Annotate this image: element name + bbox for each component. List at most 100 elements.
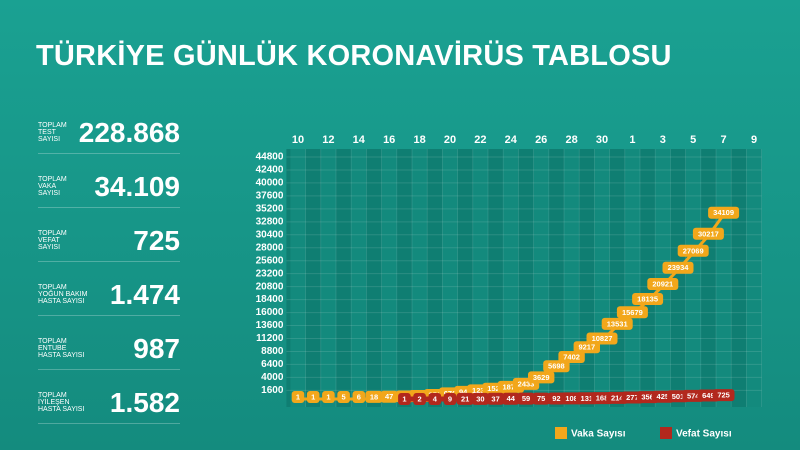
stat-row: TOPLAM ENTUBE HASTA SAYISI 987 <box>38 316 180 370</box>
data-label: 30217 <box>698 229 719 238</box>
x-tick-label: 26 <box>535 134 547 146</box>
stat-label-line: HASTA SAYISI <box>38 406 85 413</box>
legend-label: Vefat Sayısı <box>676 429 732 440</box>
data-label: 214 <box>611 393 624 402</box>
y-tick-label: 20800 <box>256 281 284 292</box>
data-point <box>337 390 350 403</box>
x-tick-label: 24 <box>505 134 518 146</box>
data-point <box>532 392 550 405</box>
y-tick-label: 18400 <box>256 294 284 305</box>
data-label: 27069 <box>683 246 704 255</box>
data-point <box>471 392 489 405</box>
data-point <box>662 261 694 274</box>
stat-label-line: TEST <box>38 129 56 136</box>
data-point <box>677 244 709 257</box>
data-label: 59 <box>522 394 530 403</box>
data-label: 108 <box>565 394 578 403</box>
stat-label-line: VAKA <box>38 183 57 190</box>
data-label: 425 <box>657 392 670 401</box>
stat-value: 34.109 <box>94 171 180 202</box>
stat-label-line: TOPLAM <box>38 338 67 345</box>
stat-row: TOPLAM VAKA SAYISI 34.109 <box>38 154 180 208</box>
data-point <box>502 392 520 405</box>
stat-value: 725 <box>133 225 180 256</box>
data-label: 649 <box>702 391 715 400</box>
column-stripe <box>685 149 701 407</box>
stat-label-line: SAYISI <box>38 190 61 197</box>
stat-row: TOPLAM VEFAT SAYISI 725 <box>38 208 180 262</box>
y-tick-label: 23200 <box>256 268 284 279</box>
stat-label: TOPLAM İYİLEŞEN HASTA SAYISI <box>38 392 84 413</box>
data-point <box>632 293 664 306</box>
data-label: 5 <box>342 392 346 401</box>
data-label: 44 <box>507 394 516 403</box>
stat-value: 987 <box>133 333 180 364</box>
stat-label: TOPLAM VAKA SAYISI <box>38 176 67 197</box>
data-label: 30 <box>476 394 484 403</box>
y-tick-label: 32800 <box>256 216 284 227</box>
data-point <box>413 392 426 405</box>
stat-label-line: YOĞUN BAKIM <box>38 291 88 298</box>
data-label: 13531 <box>607 319 628 328</box>
stat-label-line: ENTUBE <box>38 345 67 352</box>
legend-swatch <box>660 427 672 439</box>
y-tick-label: 44800 <box>256 152 284 163</box>
data-label: 92 <box>552 394 560 403</box>
stat-label-line: SAYISI <box>38 136 61 143</box>
data-point <box>616 306 648 319</box>
stat-label-line: SAYISI <box>38 244 61 251</box>
data-point <box>322 390 335 403</box>
data-label: 6 <box>357 392 361 401</box>
column-stripe <box>320 149 336 407</box>
y-tick-label: 30400 <box>256 229 284 240</box>
data-point <box>306 390 320 403</box>
x-tick-label: 10 <box>292 134 304 146</box>
x-tick-label: 14 <box>353 134 366 146</box>
x-tick-label: 22 <box>474 134 486 146</box>
data-point <box>586 332 618 345</box>
legend-swatch <box>555 427 567 439</box>
y-tick-label: 35200 <box>256 203 284 214</box>
y-tick-label: 13600 <box>256 320 284 331</box>
data-label: 34109 <box>713 208 734 217</box>
data-point <box>601 317 633 330</box>
data-label: 1 <box>326 392 330 401</box>
x-tick-label: 7 <box>721 134 727 146</box>
data-label: 7402 <box>563 353 580 362</box>
stat-label: TOPLAM VEFAT SAYISI <box>38 230 67 251</box>
data-label: 1236 <box>472 386 489 395</box>
data-label: 18135 <box>637 295 658 304</box>
data-point <box>456 392 474 405</box>
data-point <box>647 277 679 290</box>
data-point <box>487 392 505 405</box>
data-label: 131 <box>581 394 594 403</box>
data-label: 21 <box>461 394 469 403</box>
legend: Vaka Sayısı Vefat Sayısı <box>555 427 732 440</box>
stat-row: TOPLAM YOĞUN BAKIM HASTA SAYISI 1.474 <box>38 262 180 316</box>
x-tick-label: 20 <box>444 134 456 146</box>
title: TÜRKİYE GÜNLÜK KORONAVİRÜS TABLOSU <box>36 40 672 72</box>
stat-row: TOPLAM İYİLEŞEN HASTA SAYISI 1.582 <box>38 370 180 424</box>
data-label: 277 <box>626 393 639 402</box>
column-stripe <box>594 149 610 407</box>
y-tick-label: 42400 <box>256 165 284 176</box>
column-stripe <box>412 149 428 407</box>
data-point <box>712 389 735 402</box>
series: 1 2 4 9 21 30 37 44 59 75 92 108 131 168 214 277 356 425 5… <box>398 389 735 405</box>
data-point <box>352 390 366 403</box>
stats-panel: TOPLAM TEST SAYISI 228.868 TOPLAM VAKA SAYISI 3… <box>38 100 180 424</box>
stat-label-line: HASTA SAYISI <box>38 298 85 305</box>
column-stripe <box>351 149 367 407</box>
stat-label-line: VEFAT <box>38 237 60 244</box>
stat-label-line: HASTA SAYISI <box>38 352 85 359</box>
data-label: 2 <box>418 394 422 403</box>
data-point <box>517 392 535 405</box>
stat-label-line: İYİLEŞEN <box>38 399 70 406</box>
x-tick-label: 1 <box>629 134 635 146</box>
y-tick-label: 11200 <box>256 333 284 344</box>
column-stripe <box>746 149 762 407</box>
series: 1115618479819135967094712361529187224333… <box>291 206 740 403</box>
y-tick-label: 16000 <box>256 307 284 318</box>
